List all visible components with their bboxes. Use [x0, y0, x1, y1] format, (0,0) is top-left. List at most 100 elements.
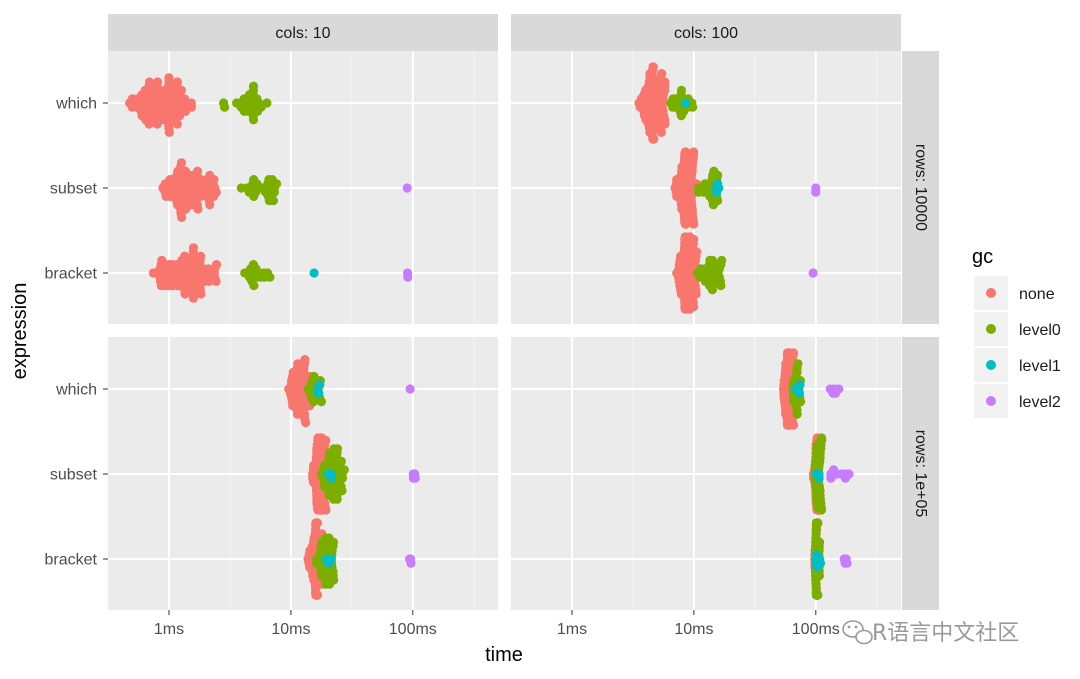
- point-subset-none: [205, 200, 215, 210]
- point-subset-level1: [814, 473, 824, 483]
- point-bracket-level1: [309, 268, 319, 278]
- point-which-none: [788, 348, 799, 358]
- wechat-eye: [854, 625, 858, 629]
- x-tick-label: 100ms: [792, 621, 840, 638]
- point-subset-level0: [332, 494, 342, 504]
- point-subset-level0: [816, 505, 827, 515]
- point-which-level1: [795, 380, 805, 390]
- point-bracket-none: [196, 251, 206, 261]
- point-subset-level2: [844, 469, 854, 479]
- wechat-icon: [842, 620, 873, 645]
- point-subset-none: [193, 166, 203, 176]
- point-bracket-none: [312, 590, 322, 600]
- point-subset-level1: [714, 183, 724, 193]
- point-bracket-none: [689, 302, 699, 312]
- y-tick-label: which: [55, 382, 97, 399]
- legend-label: none: [1019, 286, 1055, 303]
- legend-item-level0: level0: [974, 312, 1061, 346]
- point-subset-level1: [326, 473, 336, 483]
- point-bracket-level0: [813, 518, 823, 528]
- point-which-none: [660, 77, 670, 87]
- point-bracket-none: [689, 234, 699, 244]
- panel-cols-10-rows-10000: [108, 51, 498, 324]
- point-bracket-level2: [403, 272, 413, 282]
- row-strip-label: rows: 1e+05: [912, 430, 929, 518]
- point-subset-none: [209, 175, 219, 185]
- point-bracket-none: [312, 518, 322, 528]
- point-which-none: [164, 73, 174, 83]
- point-bracket-none: [691, 289, 701, 299]
- point-which-level2: [405, 384, 415, 394]
- y-tick-label: bracket: [45, 552, 98, 569]
- legend-title: gc: [972, 246, 993, 268]
- point-subset-none: [211, 187, 221, 197]
- point-bracket-level2: [406, 558, 416, 568]
- point-which-level1: [680, 98, 690, 108]
- data-points: [778, 348, 854, 600]
- x-axis: 1ms 10ms 100ms 1ms 10ms 100ms: [154, 610, 840, 638]
- point-which-level0: [793, 359, 803, 369]
- point-which-level0: [796, 397, 806, 407]
- point-subset-level2: [410, 473, 420, 483]
- point-subset-none: [176, 158, 187, 168]
- point-bracket-level0: [814, 571, 825, 581]
- point-subset-none: [193, 204, 203, 214]
- point-which-level0: [316, 397, 326, 407]
- x-tick-label: 10ms: [674, 621, 713, 638]
- point-subset-none: [177, 212, 187, 222]
- point-which-none: [649, 134, 659, 144]
- x-tick-label: 100ms: [389, 621, 437, 638]
- point-subset-level2: [811, 187, 821, 197]
- point-bracket-level2: [842, 558, 852, 568]
- col-strip-label: cols: 100: [674, 25, 738, 42]
- point-bracket-none: [188, 293, 198, 303]
- row-strip-label: rows: 10000: [912, 144, 929, 231]
- legend-item-none: none: [974, 276, 1055, 310]
- point-which-none: [789, 420, 799, 430]
- point-bracket-level0: [813, 590, 823, 600]
- wechat-bubble-small: [855, 629, 873, 645]
- data-points: [125, 73, 413, 303]
- point-subset-none: [321, 505, 331, 515]
- y-tick-label: subset: [50, 181, 98, 198]
- point-subset-level0: [269, 187, 279, 197]
- watermark-text: R语言中文社区: [872, 621, 1019, 646]
- legend-label: level2: [1019, 394, 1061, 411]
- point-bracket-level0: [265, 272, 275, 282]
- row-strip: rows: 1e+05: [902, 337, 939, 610]
- point-subset-level2: [402, 183, 412, 193]
- point-which-none: [153, 77, 163, 87]
- point-bracket-none: [692, 247, 702, 257]
- point-which-none: [301, 418, 311, 428]
- y-axis-title: expression: [9, 283, 31, 380]
- point-which-none: [172, 119, 182, 129]
- point-bracket-level2: [808, 268, 818, 278]
- point-which-level1: [314, 388, 324, 398]
- point-subset-level0: [337, 486, 347, 496]
- point-which-none: [648, 62, 658, 72]
- col-strip-background: [108, 14, 498, 51]
- y-tick-label: subset: [50, 467, 98, 484]
- point-which-level0: [220, 102, 230, 112]
- panel-cols-100-rows-10000: [511, 51, 901, 324]
- point-which-none: [660, 119, 670, 129]
- legend-dot: [986, 360, 996, 370]
- point-subset-level0: [817, 433, 827, 443]
- row-strip: rows: 10000: [902, 51, 939, 324]
- y-tick-label: which: [55, 96, 97, 113]
- point-which-none: [186, 102, 197, 112]
- point-subset-level0: [713, 196, 723, 206]
- y-axis: which subset bracket which subset bracket: [45, 96, 108, 569]
- legend: gc none level0 level1 level2: [972, 246, 1061, 418]
- point-bracket-none: [211, 276, 221, 286]
- point-bracket-level0: [717, 255, 727, 265]
- panel-cols-10-rows-1e+05: [108, 337, 498, 610]
- point-bracket-none: [180, 289, 190, 299]
- point-subset-level0: [332, 444, 343, 454]
- legend-item-level1: level1: [974, 348, 1061, 382]
- col-strip: cols: 100: [511, 14, 901, 51]
- point-bracket-level0: [328, 537, 339, 547]
- point-which-level0: [248, 81, 259, 91]
- y-tick-label: bracket: [45, 266, 98, 283]
- col-strip-label: cols: 10: [275, 25, 330, 42]
